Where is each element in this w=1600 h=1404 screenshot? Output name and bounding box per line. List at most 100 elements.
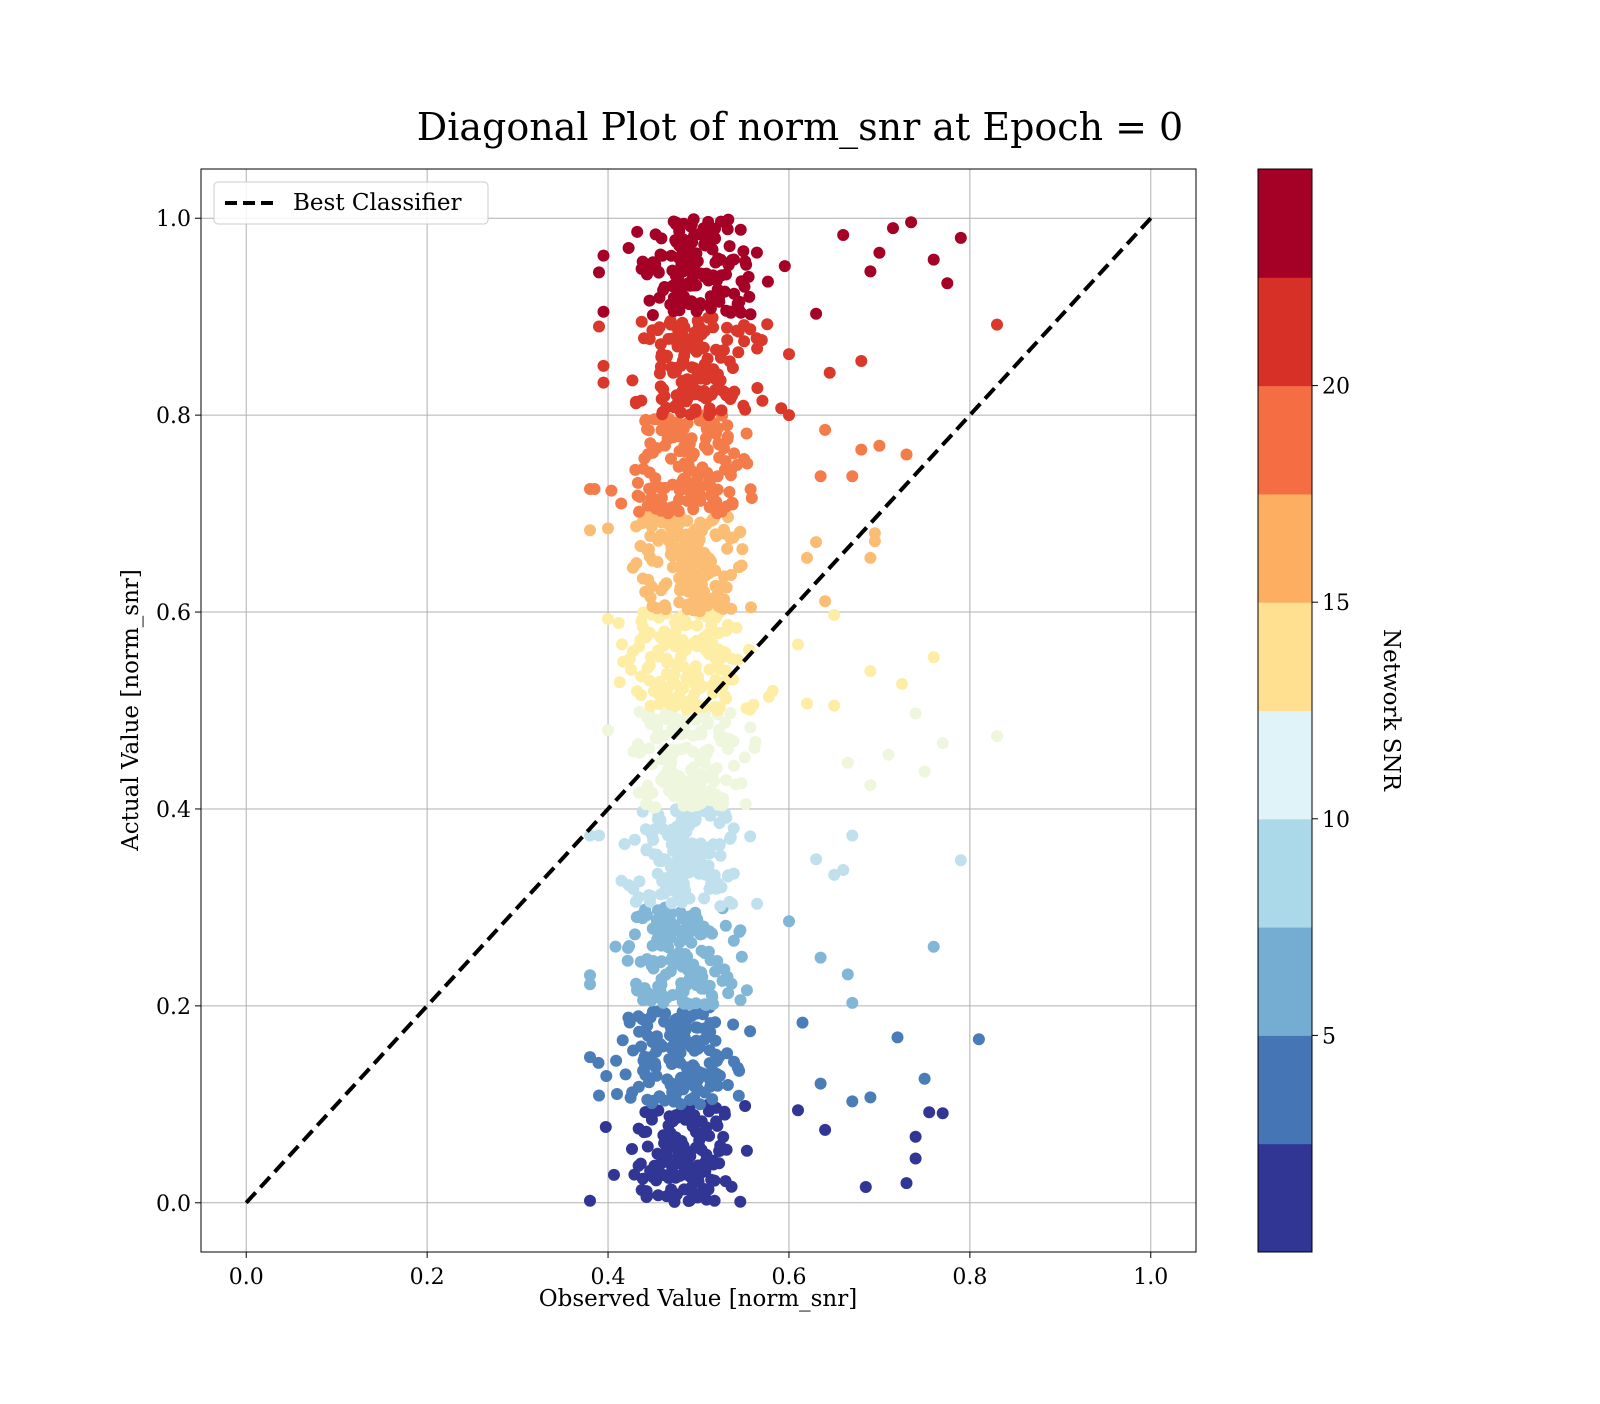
scatter-point [669, 1190, 682, 1203]
scatter-point [668, 768, 681, 781]
scatter-point [685, 432, 698, 445]
scatter-point [841, 968, 854, 981]
scatter-point [664, 1019, 677, 1032]
scatter-point [679, 948, 692, 960]
scatter-point [661, 425, 674, 438]
scatter-point [864, 779, 877, 792]
scatter-point [690, 997, 702, 1010]
scatter-point [671, 820, 684, 833]
scatter-point [645, 994, 658, 1007]
scatter-point [706, 927, 718, 940]
scatter-point [687, 594, 700, 607]
scatter-point [671, 340, 684, 353]
scatter-point [694, 928, 707, 941]
scatter-point [718, 963, 731, 976]
scatter-point [873, 246, 886, 259]
y-axis-label: Actual Value [norm_snr] [118, 569, 144, 852]
scatter-point [689, 660, 702, 673]
scatter-point [738, 751, 751, 764]
scatter-point [864, 1091, 877, 1104]
scatter-point [727, 253, 740, 266]
scatter-point [681, 1145, 694, 1158]
scatter-point [640, 1125, 653, 1138]
scatter-point [683, 892, 696, 905]
scatter-point [652, 916, 665, 929]
scatter-point [693, 605, 706, 618]
scatter-point [733, 561, 745, 574]
scatter-point [677, 1018, 690, 1031]
scatter-point [644, 530, 657, 542]
scatter-point [709, 965, 722, 978]
scatter-point [687, 729, 699, 742]
scatter-point [954, 854, 967, 867]
scatter-point [737, 245, 750, 258]
scatter-point [714, 351, 727, 364]
scatter-point [740, 1144, 753, 1157]
scatter-point [654, 630, 666, 643]
scatter-point [656, 408, 669, 421]
scatter-point [701, 352, 714, 365]
scatter-point [744, 721, 757, 734]
scatter-point [708, 700, 721, 713]
scatter-point [868, 527, 881, 540]
scatter-point [721, 542, 734, 555]
scatter-point [662, 1119, 675, 1132]
colorbar-tick-label: 5 [1322, 1024, 1336, 1049]
scatter-point [841, 756, 854, 769]
colorbar-band [1258, 169, 1312, 278]
scatter-point [680, 458, 693, 471]
scatter-point [715, 269, 728, 282]
scatter-point [727, 735, 740, 748]
scatter-point [700, 267, 713, 280]
scatter-point [918, 765, 931, 778]
scatter-point [613, 676, 626, 689]
scatter-point [700, 644, 713, 657]
scatter-point [678, 418, 691, 431]
scatter-point [647, 955, 660, 967]
scatter-point [673, 561, 686, 574]
scatter-point [673, 572, 686, 585]
scatter-point [718, 442, 730, 455]
scatter-point [855, 443, 868, 456]
scatter-point [695, 578, 708, 591]
y-tick-label: 0.2 [156, 995, 191, 1020]
scatter-point [672, 269, 685, 282]
scatter-point [608, 1168, 620, 1181]
scatter-point [909, 1130, 922, 1143]
scatter-point [698, 325, 711, 337]
scatter-point [599, 1121, 612, 1133]
scatter-point [685, 936, 698, 949]
scatter-point [636, 1172, 649, 1185]
scatter-point [655, 393, 668, 405]
scatter-point [918, 1072, 931, 1085]
scatter-point [678, 445, 691, 458]
scatter-point [713, 838, 726, 851]
scatter-point [643, 1076, 655, 1089]
scatter-point [687, 1162, 700, 1175]
scatter-point [706, 990, 719, 1003]
scatter-point [710, 882, 723, 895]
scatter-point [671, 831, 684, 844]
scatter-point [699, 392, 712, 405]
scatter-point [632, 738, 644, 750]
scatter-point [666, 1161, 679, 1174]
scatter-point [859, 1181, 872, 1193]
scatter-point [605, 484, 618, 497]
scatter-point [647, 801, 660, 814]
scatter-point [703, 979, 716, 992]
scatter-point [664, 1079, 677, 1091]
scatter-point [733, 1064, 746, 1077]
scatter-point [783, 348, 795, 361]
scatter-point [706, 592, 719, 605]
scatter-point [819, 595, 832, 608]
scatter-point [728, 287, 741, 300]
scatter-point [732, 325, 745, 338]
scatter-point [698, 440, 711, 453]
scatter-point [646, 309, 659, 321]
scatter-point [695, 797, 707, 810]
scatter-point [694, 1098, 707, 1111]
scatter-point [900, 1177, 913, 1190]
scatter-point [618, 838, 631, 850]
scatter-point [711, 470, 724, 483]
scatter-point [814, 470, 827, 483]
